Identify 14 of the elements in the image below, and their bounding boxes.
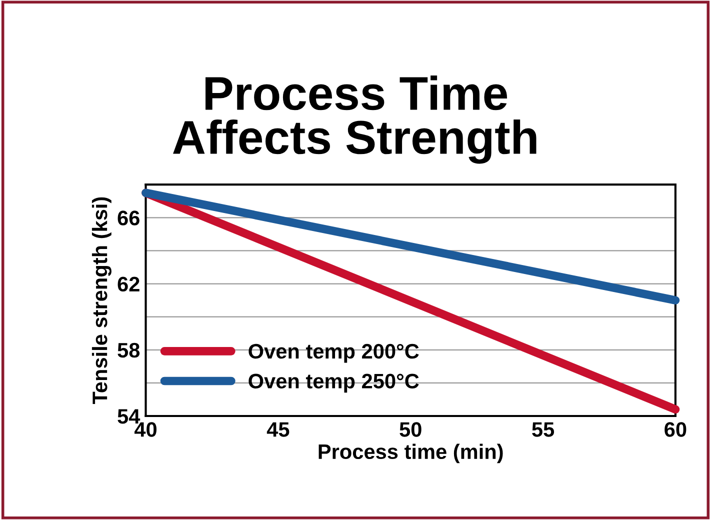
x-tick-label: 40 xyxy=(134,422,156,437)
legend-label: Oven temp 200°C xyxy=(248,344,419,363)
chart-title: Process Time Affects Strength xyxy=(173,75,536,164)
x-tick-label: 45 xyxy=(266,422,290,437)
x-tick-label: 50 xyxy=(400,422,422,437)
x-tick-label: 60 xyxy=(664,422,686,437)
x-axis-title: Process time (min) xyxy=(318,444,503,464)
y-tick-label: 66 xyxy=(118,210,140,226)
legend-label: Oven temp 250°C xyxy=(248,374,419,393)
y-tick-label: 62 xyxy=(118,276,140,292)
x-tick-label: 55 xyxy=(532,422,554,437)
y-tick-label: 58 xyxy=(118,342,140,358)
y-axis-title: Tensile strength (ksi) xyxy=(92,197,112,404)
y-tick-label: 54 xyxy=(118,409,140,424)
